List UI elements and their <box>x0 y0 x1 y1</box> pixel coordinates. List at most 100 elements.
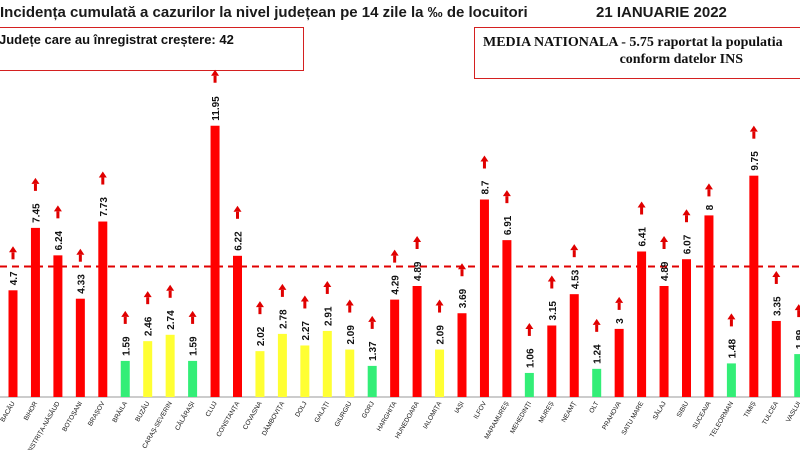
trend-up-arrow <box>278 283 287 290</box>
value-label: 1.37 <box>368 341 379 361</box>
bar <box>165 334 175 397</box>
trend-up-arrow-stem <box>797 310 800 318</box>
category-label: BACĂU <box>0 399 17 423</box>
trend-up-arrow <box>166 284 175 291</box>
category-label: BRĂILA <box>110 399 130 424</box>
bar <box>345 349 355 397</box>
value-label: 1.89 <box>795 329 800 349</box>
national-average-source: conform datelor INS <box>619 52 743 67</box>
chart-title: Incidența cumulată a cazurilor la nivel … <box>0 4 528 21</box>
category-label: MEHEDINȚI <box>509 400 533 435</box>
value-label: 4.89 <box>660 261 671 281</box>
national-average-box: MEDIA NATIONALA - 5.75 raportat la popul… <box>474 27 800 79</box>
trend-up-arrow-stem <box>640 207 644 215</box>
bar <box>794 354 800 397</box>
category-label: COVASNA <box>242 400 264 431</box>
category-label: SATU MARE <box>621 400 646 436</box>
trend-up-arrow-stem <box>33 183 37 191</box>
bar <box>367 365 377 397</box>
value-label: 1.06 <box>525 348 536 368</box>
category-label: SĂLAJ <box>650 400 668 422</box>
bar <box>569 294 579 397</box>
trend-up-arrow <box>637 201 646 208</box>
trend-up-arrow-stem <box>482 161 486 169</box>
bar <box>726 363 736 397</box>
value-label: 2.02 <box>256 326 267 346</box>
value-label: 6.24 <box>54 230 65 250</box>
trend-up-arrow <box>660 235 669 242</box>
category-label: SUCEAVA <box>692 400 713 430</box>
trend-up-arrow-stem <box>438 305 442 313</box>
bar <box>457 313 467 397</box>
value-label: 2.46 <box>144 316 155 336</box>
national-average-text: MEDIA NATIONALA - 5.75 raportat la popul… <box>483 35 783 50</box>
bar <box>188 360 198 397</box>
category-label: GALAȚI <box>313 400 331 424</box>
trend-up-arrow-stem <box>56 211 60 219</box>
trend-up-arrow-stem <box>325 286 329 294</box>
bar <box>322 330 332 397</box>
value-label: 2.09 <box>346 325 357 345</box>
trend-up-arrow <box>211 69 220 76</box>
trend-up-arrow-stem <box>685 215 688 223</box>
value-label: 1.59 <box>121 336 132 356</box>
value-label: 1.24 <box>593 344 604 364</box>
value-label: 9.75 <box>750 151 761 171</box>
bar <box>210 125 220 398</box>
trend-up-arrow <box>592 318 601 325</box>
category-label: HUNEDOARA <box>394 400 421 440</box>
value-label: 11.95 <box>211 96 222 121</box>
bar <box>435 349 445 397</box>
bar <box>524 372 534 397</box>
trend-up-arrow-stem <box>123 316 127 324</box>
category-label: MARAMUREȘ <box>483 400 511 441</box>
trend-up-arrow-stem <box>707 189 711 197</box>
value-label: 2.27 <box>301 321 312 341</box>
counties-increase-box: Județe care au înregistrat creștere: 42 <box>0 27 304 71</box>
bar <box>53 255 63 397</box>
trend-up-arrow-stem <box>101 177 105 185</box>
trend-up-arrow <box>682 209 691 216</box>
bar <box>479 199 489 397</box>
category-label: IAȘI <box>454 400 466 414</box>
value-label: 2.74 <box>166 310 177 330</box>
trend-up-arrow <box>772 270 781 277</box>
category-label: OLT <box>588 400 600 414</box>
trend-up-arrow-stem <box>11 252 15 260</box>
trend-up-arrow <box>458 263 466 270</box>
bar <box>682 259 691 397</box>
trend-up-arrow <box>413 235 422 242</box>
trend-up-arrow <box>188 310 197 317</box>
value-label: 4.89 <box>413 261 424 281</box>
value-label: 1.59 <box>189 336 200 356</box>
category-label: IALOMIȚA <box>422 400 444 430</box>
category-label: CĂLĂRAȘI <box>172 399 196 432</box>
bar <box>300 345 310 397</box>
bar <box>502 240 512 397</box>
bar <box>277 333 287 397</box>
value-label: 6.22 <box>234 231 245 251</box>
trend-up-arrow-stem <box>774 276 778 284</box>
value-label: 4.29 <box>391 275 402 295</box>
trend-up-arrow <box>233 205 242 212</box>
category-label: MUREȘ <box>538 400 556 424</box>
counties-increase-text: Județe care au înregistrat creștere: 42 <box>0 32 234 47</box>
bar <box>659 285 669 397</box>
trend-up-arrow <box>323 280 332 287</box>
value-label: 2.91 <box>323 306 334 326</box>
bar <box>614 328 624 397</box>
trend-up-arrow-stem <box>572 250 576 258</box>
value-label: 7.73 <box>99 197 110 217</box>
trend-up-arrow <box>345 299 354 306</box>
value-label: 4.7 <box>9 271 20 285</box>
trend-up-arrow <box>435 299 444 306</box>
trend-up-arrow-stem <box>505 196 509 204</box>
trend-up-arrow-stem <box>752 131 756 139</box>
category-label: DOLJ <box>294 401 308 419</box>
bar <box>143 341 153 397</box>
trend-up-arrow <box>727 313 736 320</box>
trend-up-arrow-stem <box>595 324 599 332</box>
category-label: SIBIU <box>676 400 691 418</box>
trend-up-arrow <box>547 275 556 282</box>
